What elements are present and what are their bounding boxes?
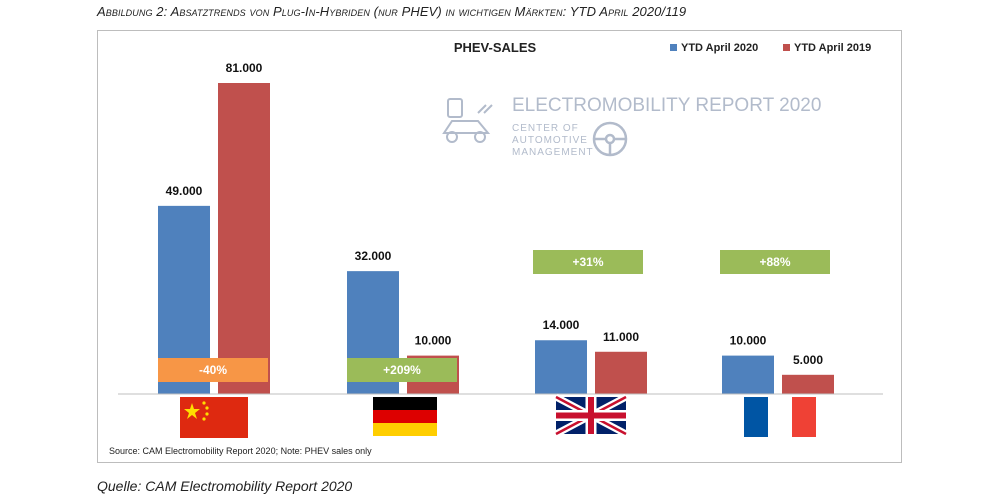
bars [158, 83, 834, 394]
bar-united-kingdom-2020 [535, 340, 587, 394]
legend-label-2020: YTD April 2020 [681, 42, 758, 54]
legend-label-2019: YTD April 2019 [794, 42, 871, 54]
value-labels: 49.000 81.000 32.000 10.000 14.000 11.000 10.0… [166, 61, 824, 367]
watermark: ELECTROMOBILITY REPORT 2020 CENTER OF AU… [442, 95, 821, 158]
change-label-france: +88% [759, 255, 790, 269]
figure-caption: Abbildung 2: Absatztrends von Plug-In-Hy… [97, 4, 687, 19]
value-label-united-kingdom-2020: 14.000 [543, 318, 580, 332]
change-badge-germany [347, 358, 457, 382]
value-label-germany-2020: 32.000 [355, 249, 392, 263]
legend-swatch-2019 [783, 44, 790, 51]
value-label-france-2019: 5.000 [793, 353, 823, 367]
car-charging-icon [442, 98, 493, 143]
chart-title: PHEV-SALES [454, 40, 537, 55]
bar-united-kingdom-2019 [595, 351, 647, 394]
watermark-line-3: MANAGEMENT [512, 147, 594, 158]
flag-germany [373, 397, 437, 436]
change-badge-china [158, 358, 268, 382]
source-note: Source: CAM Electromobility Report 2020;… [109, 446, 372, 456]
value-label-united-kingdom-2019: 11.000 [603, 330, 639, 344]
steering-wheel-icon [592, 121, 628, 157]
change-label-united-kingdom: +31% [572, 255, 603, 269]
bar-china-2019 [218, 83, 270, 394]
value-label-china-2019: 81.000 [226, 61, 263, 75]
phev-sales-chart: ELECTROMOBILITY REPORT 2020 CENTER OF AU… [109, 40, 883, 456]
flag-united-kingdom [554, 393, 628, 438]
watermark-line-1: CENTER OF [512, 123, 579, 134]
bar-france-2020 [722, 355, 774, 394]
watermark-line-2: AUTOMOTIVE [512, 135, 588, 146]
bar-france-2019 [782, 374, 834, 394]
value-label-china-2020: 49.000 [166, 184, 203, 198]
change-label-china: -40% [199, 363, 227, 377]
change-badge-france [720, 250, 830, 274]
value-label-france-2020: 10.000 [730, 334, 767, 348]
source-line: Quelle: CAM Electromobility Report 2020 [97, 478, 353, 494]
legend-swatch-2020 [670, 44, 677, 51]
flag-france [744, 397, 816, 437]
value-label-germany-2019: 10.000 [415, 334, 452, 348]
change-badge-united-kingdom [533, 250, 643, 274]
change-badges: -40% +209% +31% +88% [158, 250, 830, 382]
legend: YTD April 2020 YTD April 2019 [670, 42, 871, 54]
change-label-germany: +209% [383, 363, 421, 377]
watermark-title: ELECTROMOBILITY REPORT 2020 [512, 95, 821, 116]
flag-china [180, 397, 248, 438]
chart-frame: ELECTROMOBILITY REPORT 2020 CENTER OF AU… [97, 30, 902, 463]
